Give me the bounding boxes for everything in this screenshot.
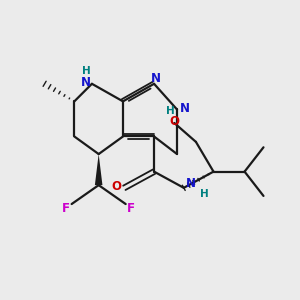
Text: H: H — [82, 66, 90, 76]
Text: H: H — [200, 189, 208, 199]
Polygon shape — [95, 154, 102, 185]
Text: N: N — [180, 102, 190, 115]
Text: H: H — [166, 106, 175, 116]
Text: N: N — [186, 177, 196, 190]
Text: O: O — [111, 180, 121, 193]
Text: N: N — [81, 76, 91, 89]
Text: N: N — [150, 72, 161, 86]
Text: O: O — [169, 115, 179, 128]
Text: F: F — [127, 202, 135, 214]
Text: F: F — [62, 202, 70, 214]
